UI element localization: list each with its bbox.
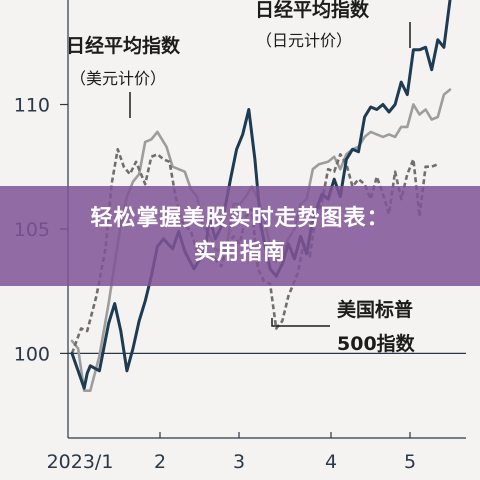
title-banner: 轻松掌握美股实时走势图表： 实用指南 xyxy=(0,186,480,286)
banner-title-line1: 轻松掌握美股实时走势图表： xyxy=(90,206,390,231)
x-tick-label: 2023/1 xyxy=(47,451,114,473)
y-tick-label: 110 xyxy=(14,95,50,117)
x-tick-label: 2 xyxy=(154,451,166,473)
nikkei-usd-annotation-subtitle: （美元计价） xyxy=(70,69,166,88)
x-tick-label: 5 xyxy=(404,451,416,473)
banner-title-line2: 实用指南 xyxy=(193,240,286,265)
nikkei-jpy-annotation-title: 日经平均指数 xyxy=(255,0,370,21)
x-tick-label: 3 xyxy=(233,451,245,473)
sp500-annotation-line1: 美国标普 xyxy=(337,298,413,321)
sp500-annotation-line2: 500指数 xyxy=(337,332,416,355)
x-tick-label: 4 xyxy=(325,451,337,473)
nikkei-jpy-annotation-subtitle: （日元计价） xyxy=(256,31,352,50)
y-tick-label: 100 xyxy=(14,343,50,365)
sp500-annotation-leader xyxy=(271,318,330,327)
legend-annotations: 日经平均指数 （美元计价） 日经平均指数 （日元计价） 美国标普 500指数 xyxy=(66,0,416,355)
nikkei-usd-annotation-title: 日经平均指数 xyxy=(66,34,181,57)
